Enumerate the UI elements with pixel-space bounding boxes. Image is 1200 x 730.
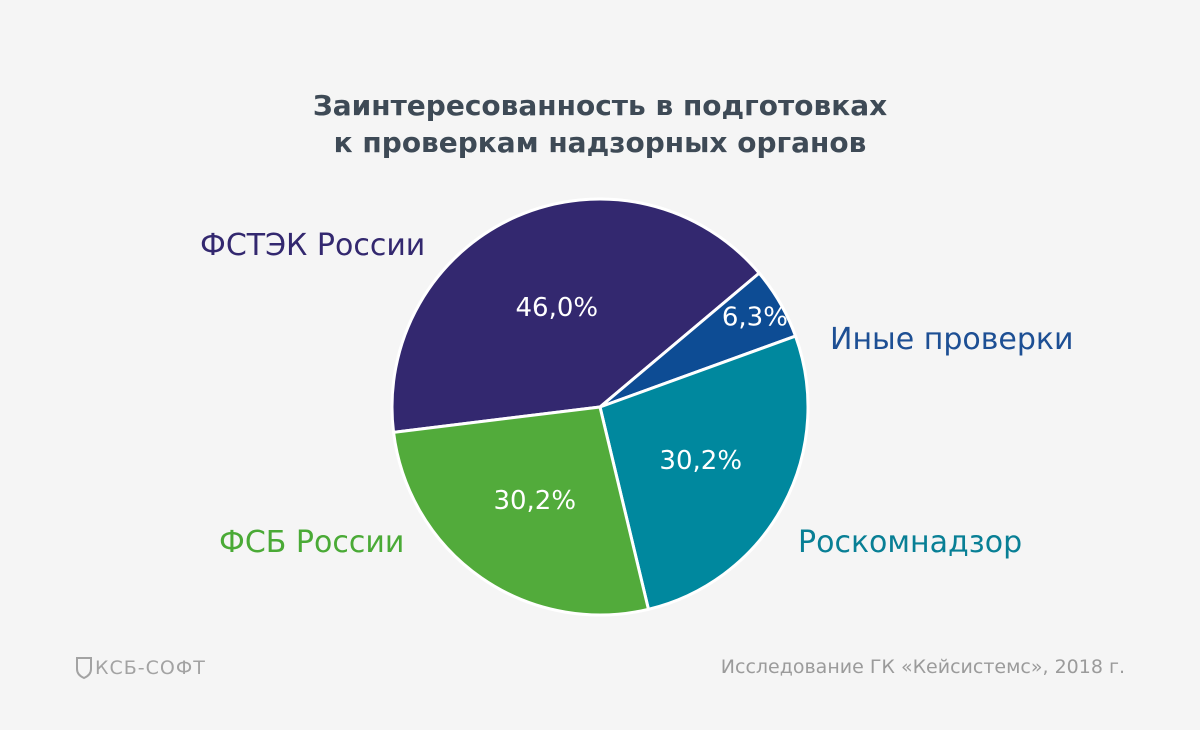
pie-value-label-fsb: 30,2% (493, 486, 576, 516)
company-logo: КСБ-СОФТ (75, 656, 206, 680)
source-note: Исследование ГК «Кейсистемс», 2018 г. (720, 656, 1125, 678)
slice-label-roskomnadzor: Роскомнадзор (798, 525, 1023, 560)
pie-value-label-roskomnadzor: 30,2% (659, 446, 742, 476)
slice-label-other-checks: Иные проверки (830, 322, 1074, 357)
chart-title-line-1: Заинтересованность в подготовках (312, 89, 888, 122)
chart-title: Заинтересованность в подготовках к прове… (0, 87, 1200, 161)
pie-slice-fsb (392, 405, 650, 617)
pie-value-label-other-checks: 6,3% (722, 303, 788, 333)
pie-value-label-fstek: 46,0% (516, 293, 599, 323)
pie-slice-fstek (390, 197, 761, 434)
pie-slice-roskomnadzor (598, 334, 810, 611)
chart-title-line-2: к проверкам надзорных органов (333, 126, 867, 159)
slice-label-fsb: ФСБ России (219, 525, 405, 560)
shield-icon (76, 657, 92, 680)
slice-label-fstek: ФСТЭК России (200, 228, 426, 263)
logo-text: КСБ-СОФТ (95, 657, 206, 679)
